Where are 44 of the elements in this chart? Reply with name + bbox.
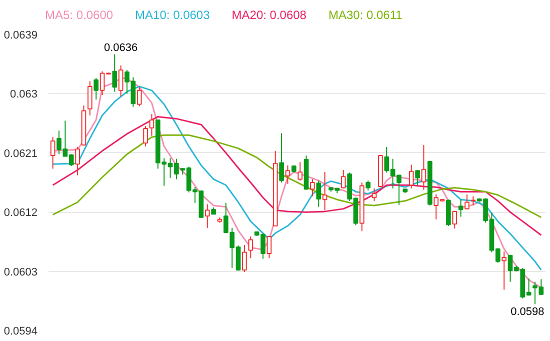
text: MA30: 0.0611: [328, 8, 402, 22]
candlestick: [118, 64, 124, 97]
candlestick: [75, 146, 80, 176]
text: MA10: 0.0603: [135, 8, 210, 22]
candlestick: [242, 244, 247, 272]
candlestick: [279, 132, 284, 183]
candlestick: [458, 199, 464, 218]
candlestick: [502, 251, 506, 290]
y-tick-label: 0.0612: [4, 207, 38, 220]
candlestick: [408, 164, 414, 189]
y-tick-label: 0.0603: [4, 266, 38, 278]
text: MA5: 0.0600: [45, 8, 114, 22]
candlestick: [322, 171, 328, 211]
candlestick: [298, 162, 303, 182]
candlestick: [470, 196, 476, 206]
candlestick: [285, 164, 290, 184]
annotation: 0.0636: [104, 42, 138, 54]
candlestick: [149, 114, 154, 136]
candlestick: [452, 210, 458, 230]
y-tick-label: 0.063: [10, 88, 38, 101]
candlestick: [421, 144, 426, 190]
candlestick: [248, 236, 254, 259]
y-tick-label: 0.0621: [4, 148, 38, 160]
candlestick: [415, 170, 420, 186]
candlestick: [94, 77, 99, 100]
candlestick: [310, 178, 315, 197]
candlestick: [50, 136, 56, 170]
candlestick: [464, 194, 470, 210]
y-tick-label: 0.0639: [4, 30, 38, 42]
candlestick: [366, 180, 371, 191]
candlestick: [88, 80, 92, 116]
candlestick: [316, 180, 322, 208]
candlestick: [136, 86, 142, 107]
candlestick: [340, 170, 346, 189]
candlestick: [204, 204, 210, 228]
candlestick: [143, 125, 148, 147]
candlestick: [372, 188, 377, 202]
y-tick-label: 0.0594: [4, 326, 38, 338]
annotation: 0.0598: [510, 306, 544, 318]
line-series: [52, 116, 542, 236]
text: MA20: 0.0608: [232, 8, 306, 22]
line-series: [52, 134, 542, 218]
candlestick: [112, 54, 118, 92]
candlestick: [266, 236, 272, 259]
